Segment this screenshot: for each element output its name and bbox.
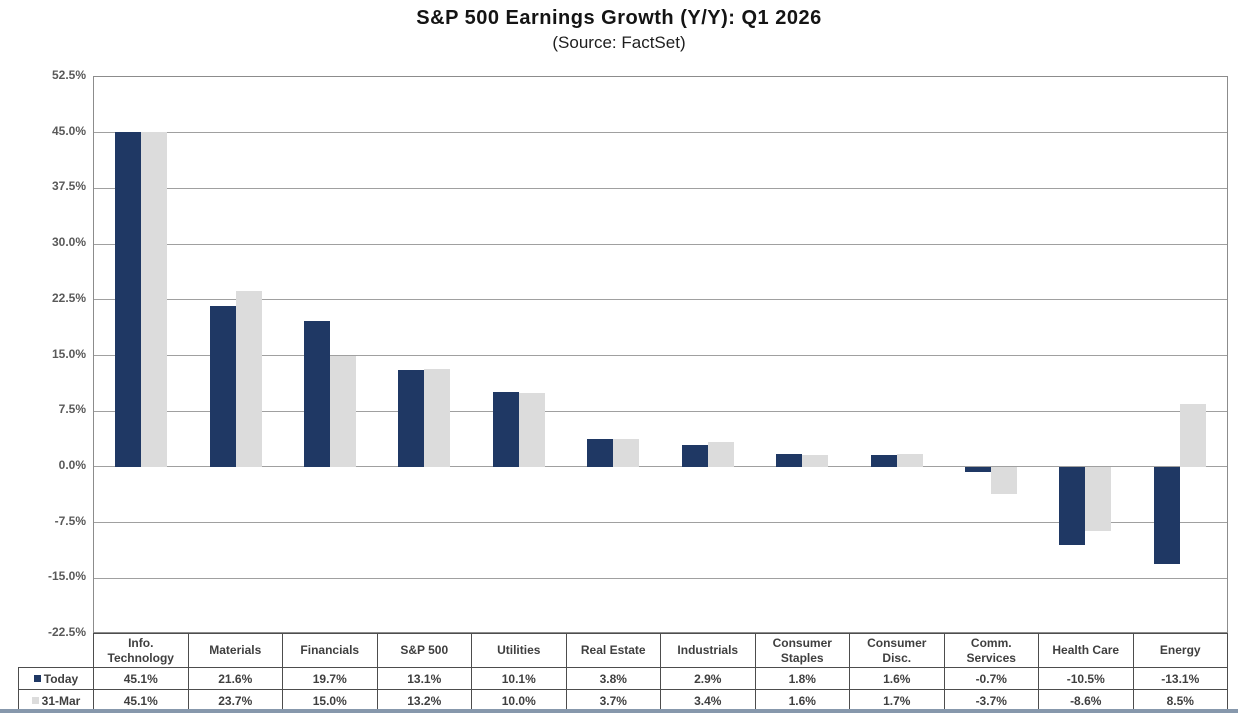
bar-31-mar-1 [141, 131, 168, 467]
bar-today-2 [209, 306, 236, 467]
y-axis-tick-label: 22.5% [51, 290, 86, 305]
gridline [94, 355, 1227, 356]
table-row-31-mar: 31-Mar 45.1% 23.7% 15.0% 13.2% 10.0% 3.7% 3.4% 1… [18, 689, 1228, 712]
table-header-row: Info. Technology Materials Financials S&P 5… [19, 633, 1228, 668]
value-cell: 3.8% [565, 667, 661, 690]
bar-31-mar-9 [896, 454, 923, 467]
bar-31-mar-6 [613, 439, 640, 467]
category-header: Consumer Disc. [849, 633, 945, 668]
gridline [94, 299, 1227, 301]
bar-today-11 [1059, 466, 1086, 545]
y-axis-tick-label: -15.0% [47, 569, 86, 584]
gridline [94, 466, 1227, 468]
gridline [94, 243, 1227, 245]
bar-today-3 [304, 320, 331, 467]
series-name: 31-Mar [41, 693, 81, 708]
bar-today-7 [681, 445, 708, 467]
category-header: Real Estate [565, 633, 661, 668]
gridline [94, 577, 1227, 579]
bar-31-mar-8 [802, 455, 829, 467]
bottom-divider [0, 709, 1238, 713]
bar-31-mar-2 [235, 290, 262, 467]
category-header: Info. Technology [93, 633, 189, 668]
bar-31-mar-4 [424, 368, 451, 467]
value-cell: 10.1% [471, 667, 567, 690]
bar-31-mar-10 [990, 466, 1017, 495]
value-cell: 21.6% [187, 667, 283, 690]
value-cell: 19.7% [282, 667, 378, 690]
category-header: S&P 500 [376, 633, 472, 668]
y-axis-tick-labels: 52.5% 45.0% 37.5% 30.0% 22.5% 15.0% 7.5% 0.0% -7… [0, 0, 88, 716]
y-axis-tick-label: 45.0% [51, 123, 86, 138]
bar-today-6 [587, 438, 614, 467]
table-corner-cell [19, 634, 94, 668]
value-cell: 1.6% [849, 667, 945, 690]
series-name: Today [43, 671, 79, 686]
table-row-today: Today 45.1% 21.6% 19.7% 13.1% 10.1% 3.8% 2.9% 1.… [18, 667, 1228, 690]
category-header: Industrials [660, 633, 756, 668]
category-header: Utilities [471, 633, 567, 668]
category-header: Consumer Staples [754, 633, 850, 668]
value-cell: 13.1% [376, 667, 472, 690]
value-cell: 1.8% [754, 667, 850, 690]
value-cell: -10.5% [1038, 667, 1134, 690]
value-cell: 2.9% [660, 667, 756, 690]
y-axis-tick-label: 52.5% [51, 68, 86, 82]
chart-subtitle: (Source: FactSet) [552, 33, 686, 52]
y-axis-tick-label: 37.5% [51, 179, 86, 194]
value-cell: 3.4% [660, 689, 756, 712]
value-cell: -0.7% [943, 667, 1039, 690]
value-cell: 15.0% [282, 689, 378, 712]
y-axis-tick-label: -7.5% [54, 513, 86, 528]
data-table: Info. Technology Materials Financials S&P 5… [18, 633, 1228, 712]
bar-31-mar-11 [1085, 466, 1112, 531]
value-cell: -13.1% [1132, 667, 1228, 690]
bar-today-12 [1153, 466, 1180, 565]
bar-today-9 [870, 455, 897, 467]
bar-today-4 [398, 369, 425, 467]
bar-today-5 [492, 391, 519, 467]
bar-31-mar-12 [1179, 403, 1206, 467]
legend-cell: 31-Mar [18, 689, 94, 712]
bar-31-mar-7 [707, 441, 734, 467]
category-header: Health Care [1038, 633, 1134, 668]
bar-31-mar-3 [330, 355, 357, 467]
y-axis-tick-label: -22.5% [47, 625, 86, 639]
gridline [94, 410, 1227, 412]
plot-area [93, 76, 1228, 633]
value-cell: 45.1% [93, 667, 189, 690]
category-header: Financials [282, 633, 378, 668]
bar-31-mar-5 [518, 392, 545, 467]
y-axis-tick-label: 15.0% [51, 346, 86, 361]
value-cell: 45.1% [93, 689, 189, 712]
legend-swatch-icon [33, 674, 41, 682]
bar-today-10 [964, 466, 991, 473]
bar-today-8 [776, 453, 803, 467]
gridline [94, 187, 1227, 189]
category-header: Energy [1132, 633, 1228, 668]
category-header: Materials [187, 633, 283, 668]
legend-cell: Today [18, 667, 94, 690]
bar-today-1 [115, 131, 142, 467]
y-axis-tick-label: 7.5% [58, 402, 86, 417]
category-header: Comm. Services [943, 633, 1039, 668]
legend-swatch-icon [31, 696, 39, 704]
gridline [94, 132, 1227, 134]
chart-title: S&P 500 Earnings Growth (Y/Y): Q1 2026 [416, 7, 822, 29]
y-axis-tick-label: 30.0% [51, 235, 86, 250]
gridline [94, 522, 1227, 524]
y-axis-tick-label: 0.0% [58, 457, 86, 472]
